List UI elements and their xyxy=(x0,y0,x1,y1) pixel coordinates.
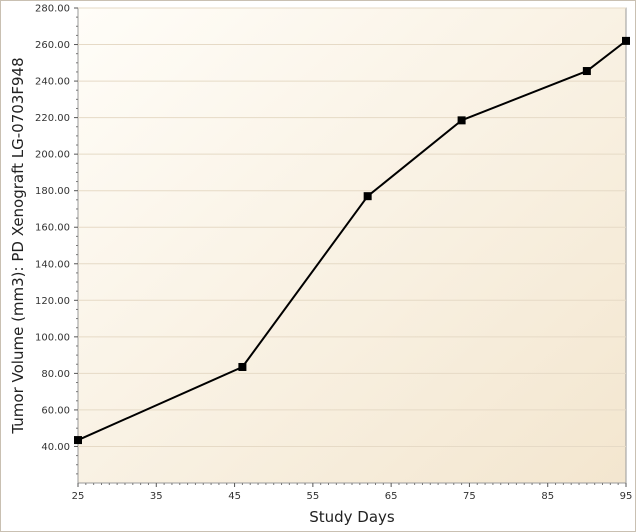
x-tick-label: 45 xyxy=(228,491,241,502)
x-tick-label: 95 xyxy=(620,491,633,502)
gridlines xyxy=(78,7,626,447)
data-point xyxy=(238,362,247,371)
y-tick-label: 140.00 xyxy=(35,259,70,270)
x-tick-label: 55 xyxy=(306,491,319,502)
x-tick-label: 65 xyxy=(385,491,398,502)
y-tick-label: 280.00 xyxy=(35,4,70,15)
data-point xyxy=(363,192,372,201)
y-axis-title: Tumor Volume (mm3): PD Xenograft LG-0703… xyxy=(9,57,27,434)
data-point xyxy=(622,36,630,45)
data-point xyxy=(582,67,591,76)
x-tick-label: 35 xyxy=(150,491,163,502)
x-tick-label: 25 xyxy=(72,491,85,502)
y-tick-label: 40.00 xyxy=(41,442,70,453)
y-tick-label: 180.00 xyxy=(35,186,70,197)
y-tick-label: 60.00 xyxy=(41,405,70,416)
y-tick-label: 260.00 xyxy=(35,40,70,51)
y-tick-label: 100.00 xyxy=(35,332,70,343)
y-tick-label: 160.00 xyxy=(35,223,70,234)
series-line xyxy=(77,40,627,441)
plot-area xyxy=(77,7,627,484)
y-tick-label: 240.00 xyxy=(35,77,70,88)
series xyxy=(74,36,630,445)
axes: 40.00 60.00 80.00 100.00 120.00 140.00 160.00 1… xyxy=(35,4,632,503)
y-tick-label: 120.00 xyxy=(35,296,70,307)
x-axis-title: Study Days xyxy=(309,508,395,526)
data-point xyxy=(74,436,82,445)
x-tick-label: 85 xyxy=(541,491,554,502)
x-tick-label: 75 xyxy=(463,491,476,502)
y-tick-label: 80.00 xyxy=(41,369,70,380)
y-tick-label: 200.00 xyxy=(35,150,70,161)
y-tick-label: 220.00 xyxy=(35,113,70,124)
data-point xyxy=(457,116,466,125)
